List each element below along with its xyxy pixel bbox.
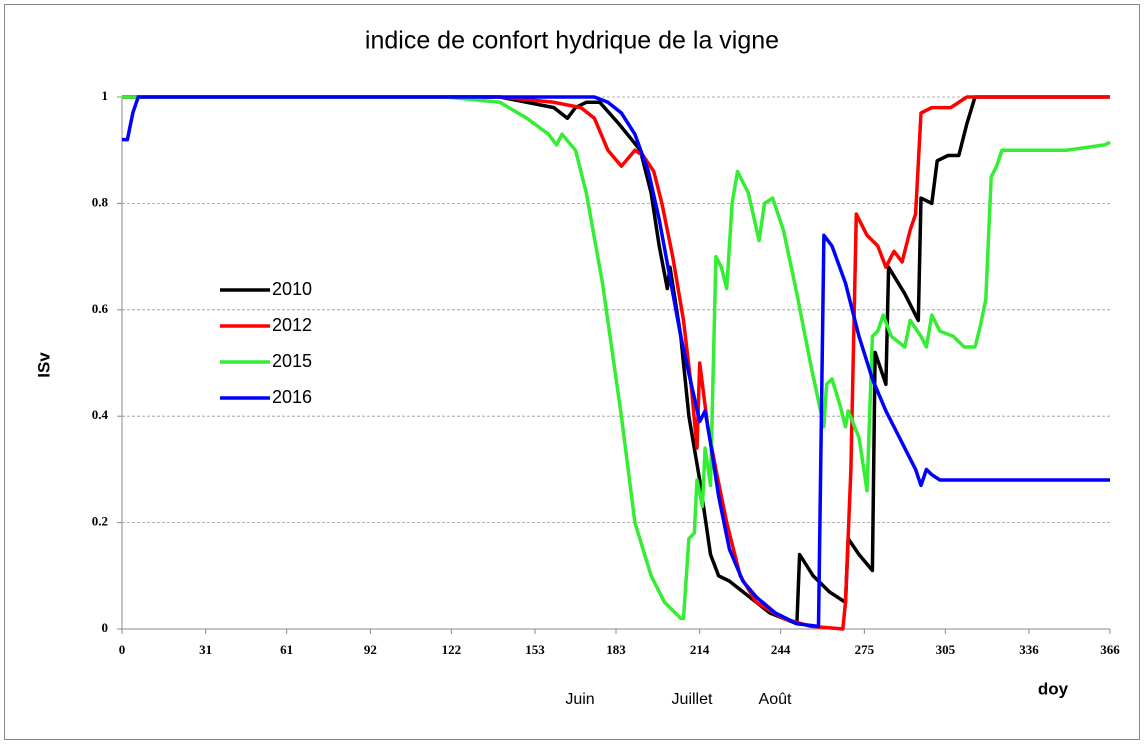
legend-label: 2010 bbox=[272, 279, 312, 299]
y-tick-label: 0 bbox=[102, 620, 109, 635]
line-series bbox=[122, 95, 1110, 629]
x-tick-label: 0 bbox=[119, 642, 126, 657]
y-tick-label: 0.2 bbox=[92, 514, 108, 529]
chart-border bbox=[4, 4, 1140, 740]
x-tick-label: 336 bbox=[1019, 642, 1039, 657]
x-tick-label: 366 bbox=[1100, 642, 1120, 657]
legend-label: 2012 bbox=[272, 315, 312, 335]
x-tick-label: 61 bbox=[280, 642, 293, 657]
y-tick-label: 0.6 bbox=[92, 301, 109, 316]
annotation: Juin bbox=[565, 691, 594, 708]
legend-label: 2015 bbox=[272, 351, 312, 371]
x-tick-label: 92 bbox=[364, 642, 377, 657]
y-tick-label: 0.8 bbox=[92, 194, 109, 209]
x-axis-label: doy bbox=[1038, 679, 1069, 698]
chart-title: indice de confort hydrique de la vigne bbox=[365, 27, 779, 55]
annotation: Juillet bbox=[672, 691, 713, 708]
x-tick-label: 275 bbox=[855, 642, 875, 657]
annotation: Août bbox=[759, 691, 792, 708]
y-tick-label: 0.4 bbox=[92, 407, 109, 422]
y-axis-label: ISv bbox=[34, 352, 53, 378]
x-tick-label: 31 bbox=[199, 642, 212, 657]
x-tick-label: 153 bbox=[525, 642, 545, 657]
x-tick-label: 122 bbox=[442, 642, 462, 657]
x-tick-label: 244 bbox=[771, 642, 791, 657]
x-tick-label: 214 bbox=[690, 642, 710, 657]
line-series bbox=[122, 95, 1111, 621]
y-tick-label: 1 bbox=[102, 88, 109, 103]
x-tick-label: 183 bbox=[606, 642, 626, 657]
legend-label: 2016 bbox=[272, 387, 312, 407]
x-tick-label: 305 bbox=[936, 642, 956, 657]
